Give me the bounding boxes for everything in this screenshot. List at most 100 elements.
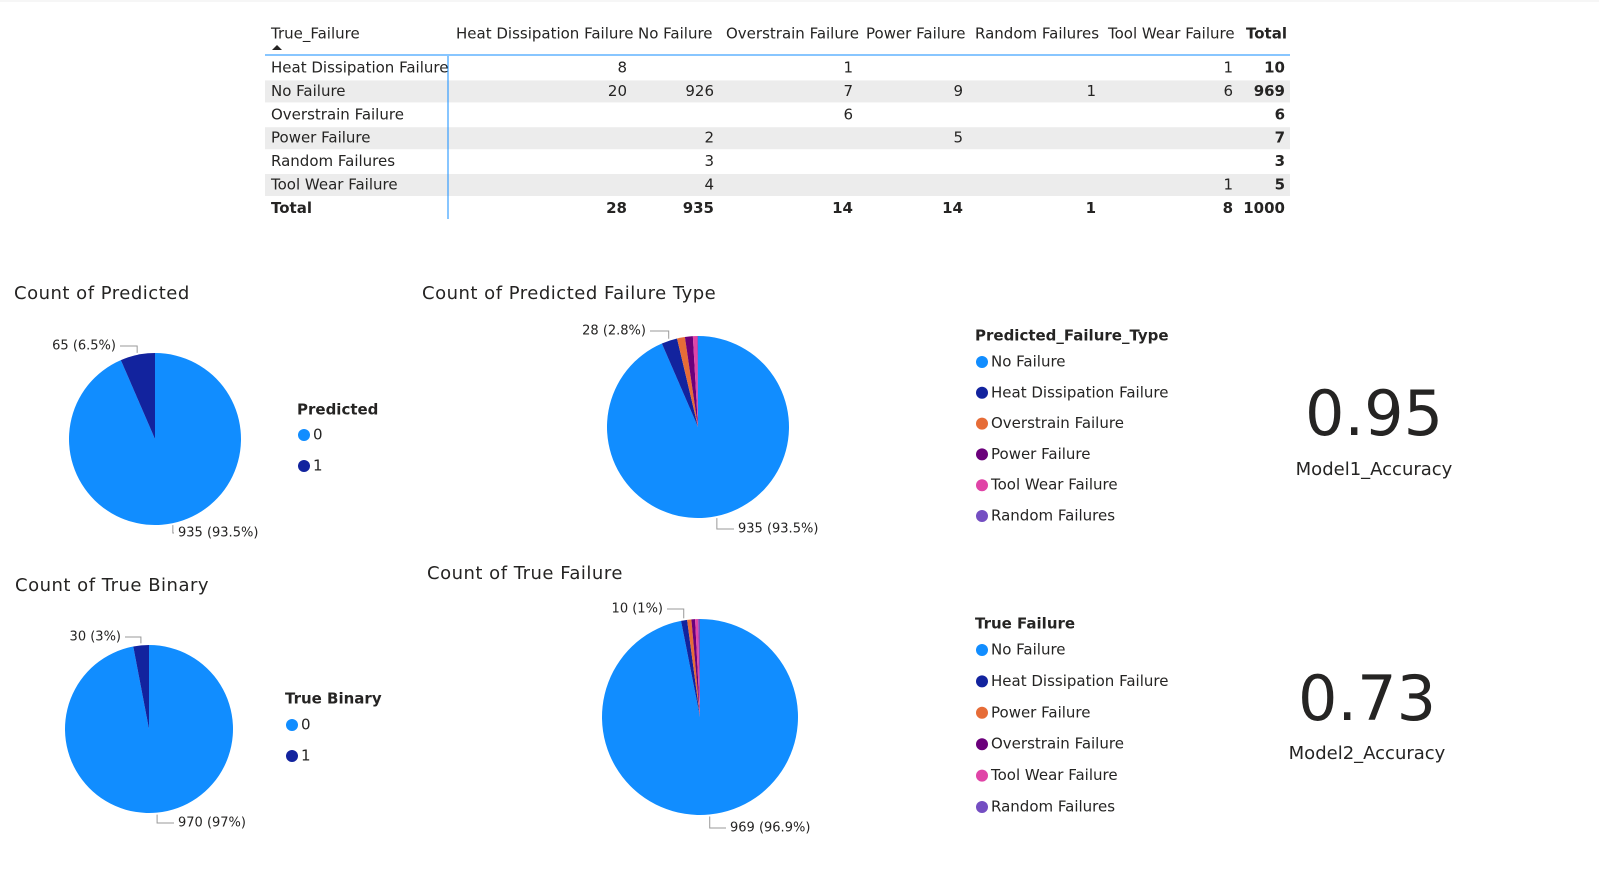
legend-label[interactable]: Random Failures bbox=[991, 507, 1115, 525]
card-value: 0.73 bbox=[1298, 662, 1436, 735]
data-label: 28 (2.8%) bbox=[582, 324, 646, 339]
column-header[interactable]: Tool Wear Failure bbox=[1107, 25, 1235, 43]
pie-slice[interactable] bbox=[681, 619, 700, 717]
cell: 3 bbox=[704, 152, 714, 170]
legend-marker[interactable] bbox=[976, 706, 988, 719]
data-label: 935 (93.5%) bbox=[738, 522, 818, 537]
legend-label[interactable]: Overstrain Failure bbox=[991, 414, 1124, 432]
cell: 1 bbox=[1086, 82, 1096, 100]
cell: 6 bbox=[843, 105, 853, 123]
cell: 969 bbox=[1254, 82, 1285, 100]
legend-marker[interactable] bbox=[286, 750, 298, 762]
row-header: No Failure bbox=[271, 82, 346, 100]
legend-label[interactable]: Tool Wear Failure bbox=[990, 766, 1118, 784]
chart-title: Count of True Binary bbox=[15, 575, 209, 596]
row-header: Random Failures bbox=[271, 152, 395, 170]
column-header[interactable]: Random Failures bbox=[975, 25, 1099, 43]
pie-slice[interactable] bbox=[692, 336, 698, 427]
cell: 935 bbox=[683, 199, 714, 217]
leader-line bbox=[709, 816, 726, 829]
legend-marker[interactable] bbox=[976, 675, 988, 688]
data-label: 65 (6.5%) bbox=[52, 339, 116, 354]
row-header: Total bbox=[271, 199, 312, 217]
legend-marker[interactable] bbox=[976, 510, 988, 522]
column-header[interactable]: Overstrain Failure bbox=[726, 25, 859, 43]
cell: 3 bbox=[1275, 152, 1285, 170]
pie-slice[interactable] bbox=[687, 619, 700, 717]
pie-slice[interactable] bbox=[684, 336, 698, 427]
chart-title: Count of Predicted Failure Type bbox=[422, 283, 716, 304]
data-label: 969 (96.9%) bbox=[730, 821, 810, 836]
pie-slice[interactable] bbox=[661, 338, 698, 427]
cell: 1 bbox=[1223, 176, 1233, 194]
legend-label[interactable]: 0 bbox=[301, 716, 311, 734]
sort-arrow[interactable] bbox=[272, 45, 282, 50]
cell: 1000 bbox=[1243, 199, 1285, 217]
legend-label[interactable]: Tool Wear Failure bbox=[990, 476, 1118, 494]
pie-slice[interactable] bbox=[677, 336, 698, 427]
legend-title: Predicted_Failure_Type bbox=[975, 327, 1169, 345]
legend-label[interactable]: No Failure bbox=[991, 353, 1066, 371]
pie-slice[interactable] bbox=[697, 336, 698, 427]
legend-label[interactable]: 0 bbox=[313, 426, 323, 444]
legend-label[interactable]: Random Failures bbox=[991, 798, 1115, 816]
leader-line bbox=[156, 814, 174, 824]
pie-slice[interactable] bbox=[695, 619, 700, 717]
legend-label[interactable]: Heat Dissipation Failure bbox=[991, 672, 1168, 690]
row-header: Overstrain Failure bbox=[271, 105, 404, 123]
legend-marker[interactable] bbox=[976, 417, 988, 430]
legend-marker[interactable] bbox=[298, 429, 310, 441]
legend-marker[interactable] bbox=[976, 801, 988, 813]
cell: 8 bbox=[617, 59, 627, 77]
legend-marker[interactable] bbox=[976, 479, 988, 492]
legend-marker[interactable] bbox=[976, 769, 988, 782]
column-header[interactable]: Total bbox=[1246, 25, 1287, 43]
cell: 5 bbox=[1275, 176, 1285, 194]
legend-marker[interactable] bbox=[976, 738, 988, 751]
legend-marker[interactable] bbox=[976, 644, 988, 656]
column-header[interactable]: Power Failure bbox=[866, 25, 965, 43]
column-header: True_Failure bbox=[270, 25, 360, 44]
row-header: Heat Dissipation Failure bbox=[271, 59, 448, 77]
legend-marker[interactable] bbox=[976, 356, 988, 368]
leader-line bbox=[667, 608, 685, 619]
leader-line bbox=[120, 345, 138, 353]
cell: 4 bbox=[704, 176, 714, 194]
leader-line bbox=[172, 525, 174, 534]
cell: 7 bbox=[843, 82, 853, 100]
legend-label[interactable]: Power Failure bbox=[991, 445, 1090, 463]
row-band bbox=[265, 127, 1290, 150]
legend-marker[interactable] bbox=[976, 448, 988, 461]
leader-line bbox=[650, 330, 670, 339]
column-header[interactable]: Heat Dissipation Failure bbox=[456, 25, 633, 43]
cell: 20 bbox=[608, 82, 627, 100]
chart-title: Count of True Failure bbox=[427, 563, 623, 584]
legend-marker[interactable] bbox=[298, 460, 310, 472]
pie-slice[interactable] bbox=[691, 619, 700, 717]
legend-label[interactable]: 1 bbox=[313, 457, 323, 475]
data-label: 935 (93.5%) bbox=[178, 526, 258, 541]
legend-label[interactable]: Overstrain Failure bbox=[991, 735, 1124, 753]
legend-label[interactable]: 1 bbox=[301, 747, 311, 765]
legend-label[interactable]: Heat Dissipation Failure bbox=[991, 383, 1168, 401]
legend-title: True Failure bbox=[975, 615, 1075, 633]
card-label: Model1_Accuracy bbox=[1296, 459, 1453, 480]
data-label: 10 (1%) bbox=[612, 602, 663, 617]
legend-marker[interactable] bbox=[286, 719, 298, 731]
pie-slice[interactable] bbox=[68, 353, 242, 526]
data-label: 970 (97%) bbox=[178, 816, 246, 831]
cell: 1 bbox=[843, 59, 853, 77]
legend-marker[interactable] bbox=[976, 386, 988, 399]
legend-label[interactable]: Power Failure bbox=[991, 703, 1090, 721]
cell: 7 bbox=[1275, 129, 1285, 147]
data-label: 30 (3%) bbox=[70, 630, 121, 645]
pie-slice[interactable] bbox=[120, 353, 155, 439]
column-header[interactable]: No Failure bbox=[638, 25, 713, 43]
legend-label[interactable]: No Failure bbox=[991, 641, 1066, 659]
pie-slice[interactable] bbox=[64, 645, 233, 813]
pie-slice[interactable] bbox=[698, 619, 700, 717]
cell: 28 bbox=[606, 199, 627, 217]
cell: 14 bbox=[832, 199, 853, 217]
pie-slice[interactable] bbox=[133, 645, 149, 729]
cell: 10 bbox=[1264, 59, 1285, 77]
